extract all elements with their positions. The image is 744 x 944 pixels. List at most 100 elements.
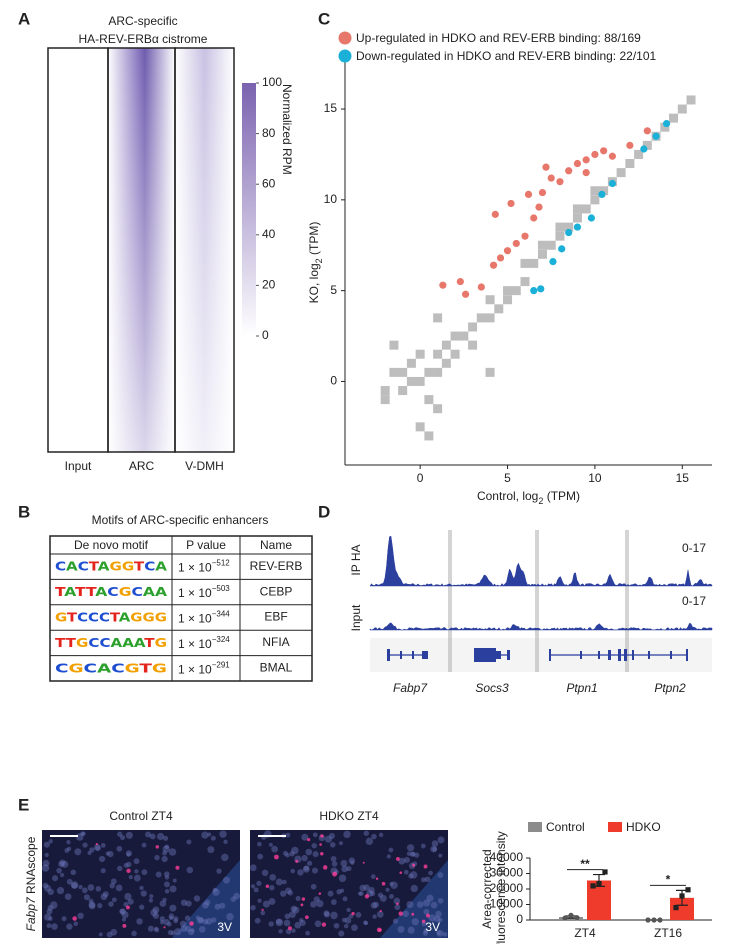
gene-exon xyxy=(387,649,390,661)
scatter-square xyxy=(590,186,600,196)
nucleus xyxy=(365,837,374,846)
y-tick-label: 0 xyxy=(330,374,337,388)
nucleus xyxy=(301,833,309,841)
nucleus xyxy=(394,904,401,911)
nucleus xyxy=(70,869,77,876)
sample-point xyxy=(562,915,568,921)
nucleus xyxy=(154,854,160,861)
table-header: P value xyxy=(186,538,226,552)
nucleus xyxy=(301,854,308,862)
scatter-square xyxy=(546,240,556,250)
x-axis-label: Control, log2 (TPM) xyxy=(477,489,580,506)
scatter-square xyxy=(468,322,478,332)
p-value-exponent: −324 xyxy=(212,635,231,644)
scatter-point xyxy=(587,214,596,222)
nucleus xyxy=(204,899,211,906)
nucleus xyxy=(219,830,227,838)
nucleus xyxy=(52,875,59,882)
y-axis-label: fluorescence intensity xyxy=(494,831,508,944)
rna-signal xyxy=(300,903,304,907)
rna-signal xyxy=(189,921,194,926)
nucleus xyxy=(111,897,117,903)
nucleus xyxy=(316,899,324,908)
scatter-square xyxy=(555,231,565,241)
scatter-square xyxy=(476,313,486,323)
nucleus xyxy=(268,898,276,905)
nucleus xyxy=(408,873,414,879)
y-axis-label-subscript: 2 xyxy=(314,258,324,263)
nucleus xyxy=(338,841,344,846)
nucleus xyxy=(163,871,170,877)
nucleus xyxy=(306,860,313,866)
side-label: Fabp7 RNAscope xyxy=(24,836,38,931)
scatter-point xyxy=(549,257,557,266)
x-axis-label-part: Control, log xyxy=(477,489,538,503)
nucleus xyxy=(311,867,318,874)
scatter-square xyxy=(520,258,530,268)
rna-signal xyxy=(411,912,415,916)
nucleus xyxy=(393,897,401,905)
nucleus xyxy=(311,842,317,849)
scatter-square xyxy=(537,240,547,250)
scatter-square xyxy=(616,168,626,178)
x-tick-label: 10 xyxy=(588,471,602,485)
nucleus xyxy=(230,896,237,902)
scatter-square xyxy=(669,113,679,123)
nucleus xyxy=(145,831,152,838)
y-tick-label: 0 xyxy=(516,912,523,926)
y-axis-label: Area-corrected xyxy=(480,849,494,928)
x-axis-label-part: (TPM) xyxy=(543,489,580,503)
scatter-square xyxy=(599,186,609,196)
nucleus xyxy=(219,902,226,909)
nucleus xyxy=(363,830,370,836)
y-tick-label: 5 xyxy=(330,283,337,297)
nucleus xyxy=(253,887,259,893)
rna-signal xyxy=(72,916,77,921)
p-value-base: 1 × 10 xyxy=(178,561,212,575)
scatter-square xyxy=(503,295,513,305)
nucleus xyxy=(80,831,85,837)
nucleus xyxy=(254,917,261,924)
rna-signal xyxy=(332,871,338,877)
scatter-point xyxy=(535,203,543,211)
scatter-point xyxy=(547,174,555,182)
nucleus xyxy=(290,868,296,874)
nucleus xyxy=(398,857,406,865)
nucleus xyxy=(89,847,95,853)
nucleus xyxy=(275,878,283,886)
rna-signal xyxy=(265,884,270,889)
colorbar-tick-label: 100 xyxy=(262,75,282,89)
nucleus xyxy=(250,904,256,911)
nucleus xyxy=(327,890,334,897)
nucleus xyxy=(46,908,53,915)
nucleus xyxy=(207,846,215,854)
rna-signal xyxy=(320,834,324,838)
nucleus xyxy=(438,853,443,858)
rna-signal xyxy=(122,923,127,928)
nucleus xyxy=(305,848,313,856)
nucleus xyxy=(402,910,409,918)
nucleus xyxy=(312,832,318,838)
rna-signal xyxy=(399,871,403,875)
nucleus xyxy=(330,899,337,905)
sample-point xyxy=(568,912,574,918)
rna-signal xyxy=(321,922,327,927)
rna-signal xyxy=(125,905,130,910)
nucleus xyxy=(437,917,443,923)
nucleus xyxy=(328,832,336,840)
nucleus xyxy=(152,912,160,919)
nucleus xyxy=(291,846,299,855)
nucleus xyxy=(83,894,90,901)
motif-name: CEBP xyxy=(260,584,293,598)
region-label: 3V xyxy=(217,920,232,934)
table-header: De novo motif xyxy=(74,538,149,552)
nucleus xyxy=(338,874,347,883)
y-tick-label: 15 xyxy=(324,101,338,115)
track-bg xyxy=(370,530,712,638)
nucleus xyxy=(214,903,221,910)
nucleus xyxy=(163,835,169,841)
nucleus xyxy=(409,851,416,857)
scatter-point xyxy=(521,232,529,240)
